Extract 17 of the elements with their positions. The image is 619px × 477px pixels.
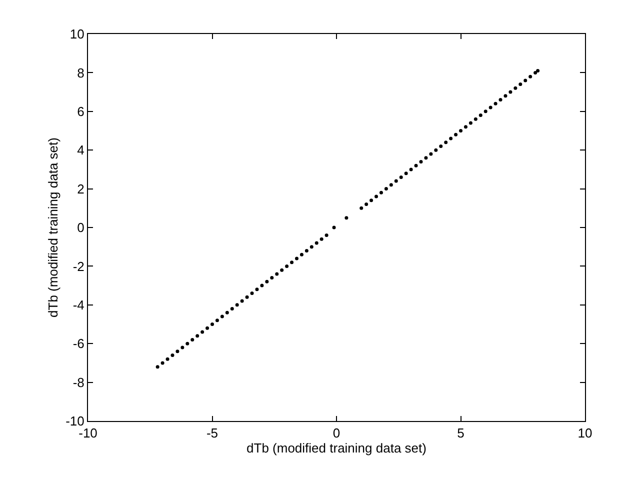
x-axis-title: dTb (modified training data set) bbox=[246, 440, 426, 456]
x-tick-label: 0 bbox=[332, 426, 340, 441]
y-tick-label: 2 bbox=[77, 181, 84, 196]
y-tick-label: 6 bbox=[77, 104, 84, 119]
y-tick-label: -8 bbox=[72, 374, 84, 390]
y-axis-title: dTb (modified training data set) bbox=[46, 138, 61, 318]
y-tick-label: -2 bbox=[72, 258, 84, 274]
y-tick-label: -10 bbox=[66, 414, 84, 429]
x-tick-label: 10 bbox=[578, 426, 592, 441]
y-tick-label: 0 bbox=[77, 220, 84, 236]
y-tick-label: 8 bbox=[77, 65, 84, 80]
y-tick-label: 10 bbox=[70, 26, 84, 42]
x-tick-label: -5 bbox=[206, 426, 218, 441]
x-tick-label: 5 bbox=[457, 426, 464, 441]
y-tick-label: -6 bbox=[72, 336, 84, 352]
y-tick-label: -4 bbox=[72, 297, 84, 312]
y-tick-label: 4 bbox=[77, 142, 84, 158]
